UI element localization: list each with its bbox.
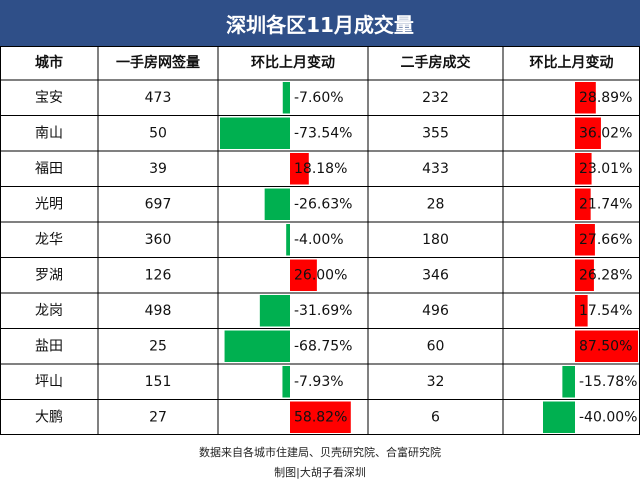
resale-change-label: 17.54% <box>579 303 632 319</box>
header-cell: 环比上月变动 <box>530 54 614 71</box>
resale-value: 433 <box>422 161 449 177</box>
resale-value: 28 <box>427 196 445 212</box>
resale-value: 346 <box>422 267 449 283</box>
new-sales-value: 473 <box>145 90 172 106</box>
new-change-label: 26.00% <box>294 267 347 283</box>
resale-value: 60 <box>427 338 445 354</box>
resale-value: 496 <box>422 303 449 319</box>
header-cell: 二手房成交 <box>401 54 471 71</box>
resale-change-bar-positive <box>575 82 596 114</box>
new-change-label: -73.54% <box>294 125 352 141</box>
city-label: 龙华 <box>35 232 63 248</box>
new-change-bar-negative <box>264 188 290 220</box>
resale-change-bar-negative <box>562 366 575 398</box>
new-sales-value: 498 <box>145 303 172 319</box>
new-change-label: -31.69% <box>294 303 352 319</box>
resale-change-bar-positive <box>575 117 601 149</box>
resale-value: 6 <box>431 409 440 425</box>
new-change-label: -26.63% <box>294 196 352 212</box>
city-label: 龙岗 <box>35 303 63 319</box>
resale-change-bar-negative <box>543 401 575 433</box>
new-change-bar-positive <box>290 401 351 433</box>
new-change-bar-negative <box>286 224 290 256</box>
new-sales-value: 697 <box>145 196 172 212</box>
new-change-label: 58.82% <box>294 409 347 425</box>
resale-value: 32 <box>427 374 445 390</box>
new-change-bar-negative <box>282 366 290 398</box>
header-cell: 环比上月变动 <box>251 54 335 71</box>
resale-change-bar-positive <box>575 188 591 220</box>
city-label: 福田 <box>35 161 63 177</box>
resale-value: 180 <box>422 232 449 248</box>
new-change-bar-negative <box>220 117 290 149</box>
header-cell: 一手房网签量 <box>116 54 200 71</box>
resale-change-label: 23.01% <box>579 161 632 177</box>
resale-value: 232 <box>422 90 449 106</box>
new-change-bar-negative <box>224 330 290 362</box>
resale-change-label: 28.89% <box>579 90 632 106</box>
new-change-bar-negative <box>259 295 290 327</box>
new-sales-value: 39 <box>149 161 167 177</box>
city-label: 盐田 <box>35 338 63 354</box>
city-label: 坪山 <box>35 374 63 390</box>
new-change-bar-negative <box>282 82 290 114</box>
new-sales-value: 151 <box>145 374 172 390</box>
new-change-label: -68.75% <box>294 338 352 354</box>
footer: 数据来自各城市住建局、贝壳研究院、合富研究院 制图|大胡子看深圳 <box>0 435 640 491</box>
source-note: 数据来自各城市住建局、贝壳研究院、合富研究院 <box>199 446 441 459</box>
resale-change-label: 26.28% <box>579 267 632 283</box>
header-cell: 城市 <box>35 54 63 71</box>
new-sales-value: 126 <box>145 267 172 283</box>
resale-change-bar-positive <box>575 224 595 256</box>
new-change-label: -4.00% <box>294 232 344 248</box>
new-sales-value: 27 <box>149 409 167 425</box>
resale-value: 355 <box>422 125 449 141</box>
new-change-bar-positive <box>290 153 309 185</box>
city-label: 南山 <box>35 125 63 141</box>
chart-title: 深圳各区11月成交量 <box>0 0 640 46</box>
resale-change-bar-positive <box>575 330 638 362</box>
resale-change-label: 87.50% <box>579 338 632 354</box>
resale-change-bar-positive <box>575 295 588 327</box>
resale-change-bar-positive <box>575 259 594 291</box>
city-label: 大鹏 <box>35 409 63 425</box>
resale-change-label: -15.78% <box>579 374 637 390</box>
new-change-label: 18.18% <box>294 161 347 177</box>
new-sales-value: 25 <box>149 338 167 354</box>
new-sales-value: 360 <box>145 232 172 248</box>
resale-change-label: -40.00% <box>579 409 637 425</box>
city-label: 罗湖 <box>35 267 63 283</box>
new-change-label: -7.60% <box>294 90 344 106</box>
new-change-label: -7.93% <box>294 374 344 390</box>
credit-note: 制图|大胡子看深圳 <box>274 466 366 479</box>
resale-change-label: 21.74% <box>579 196 632 212</box>
new-change-bar-positive <box>290 259 317 291</box>
city-label: 宝安 <box>35 90 63 106</box>
new-sales-value: 50 <box>149 125 167 141</box>
city-label: 光明 <box>35 196 63 212</box>
resale-change-label: 27.66% <box>579 232 632 248</box>
resale-change-label: 36.02% <box>579 125 632 141</box>
resale-change-bar-positive <box>575 153 592 185</box>
